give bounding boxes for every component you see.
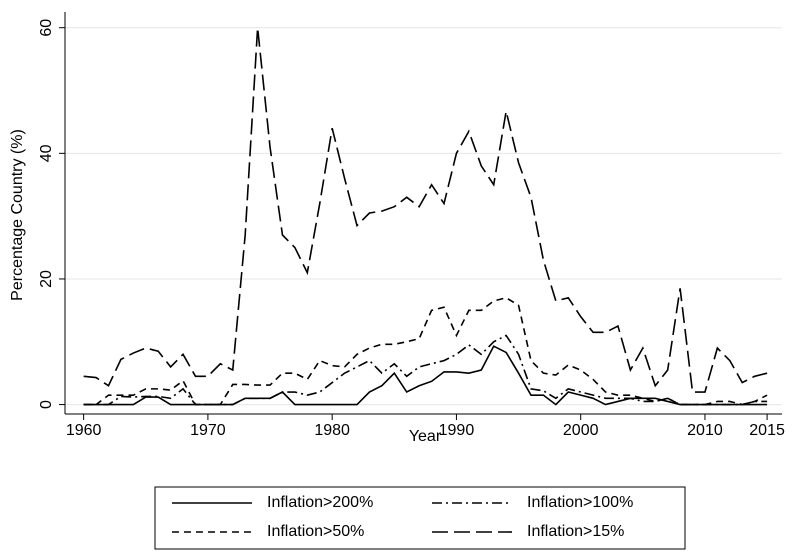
y-tick-label: 20 bbox=[38, 270, 55, 288]
legend-label: Inflation>50% bbox=[267, 523, 364, 540]
legend-label: Inflation>15% bbox=[527, 523, 624, 540]
legend-label: Inflation>200% bbox=[267, 494, 373, 511]
x-tick-label: 2000 bbox=[563, 422, 599, 439]
y-tick-label: 60 bbox=[38, 19, 55, 37]
x-tick-label: 1990 bbox=[439, 422, 475, 439]
y-tick-label: 40 bbox=[38, 144, 55, 162]
x-tick-label: 1980 bbox=[314, 422, 350, 439]
x-tick-label: 1970 bbox=[190, 422, 226, 439]
x-tick-label: 2015 bbox=[749, 422, 785, 439]
y-tick-label: 0 bbox=[38, 400, 55, 409]
legend-label: Inflation>100% bbox=[527, 494, 633, 511]
x-tick-label: 1960 bbox=[66, 422, 102, 439]
y-axis-label: Percentage Country (%) bbox=[9, 129, 26, 301]
legend-box bbox=[154, 486, 686, 550]
x-tick-label: 2010 bbox=[687, 422, 723, 439]
series-line bbox=[83, 296, 768, 406]
series-line bbox=[83, 27, 768, 393]
x-axis-label: Year bbox=[409, 428, 442, 445]
